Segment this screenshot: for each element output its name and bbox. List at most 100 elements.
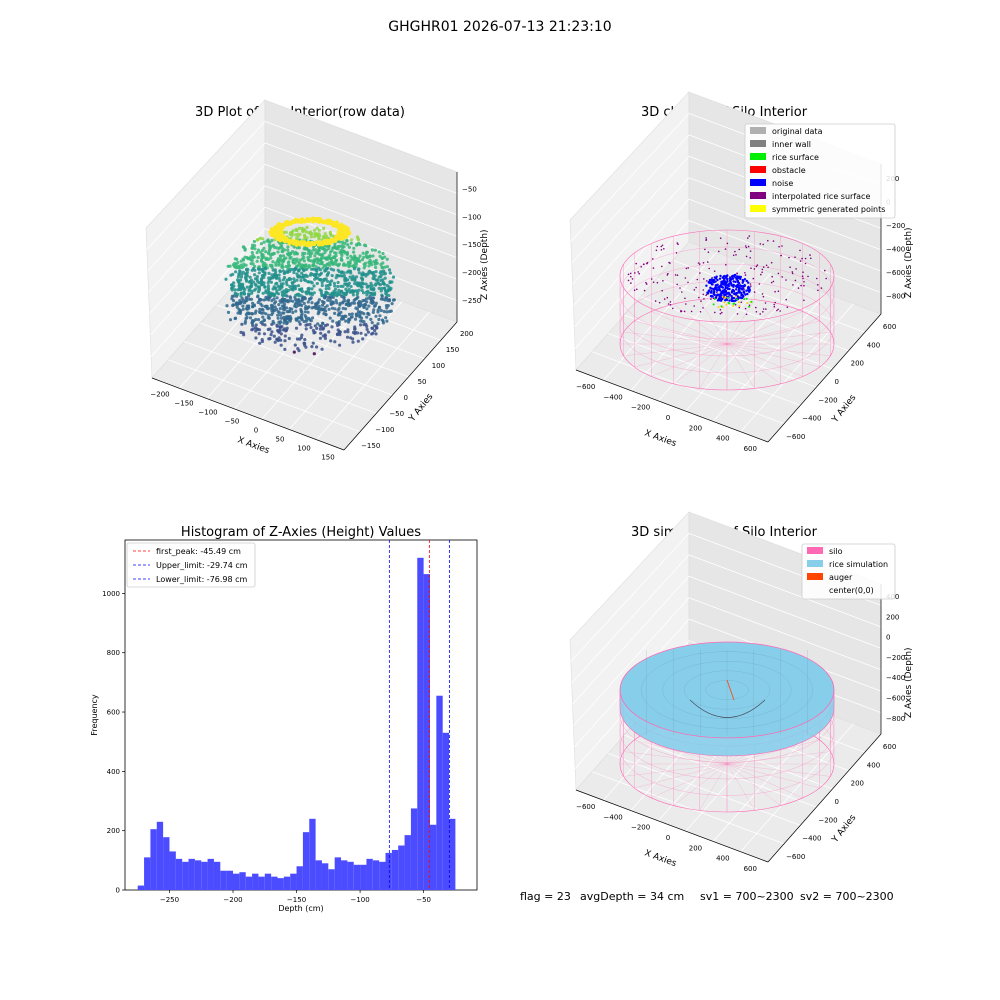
data-point [332,256,336,260]
interpolated-point [656,281,659,284]
grid-line [261,290,376,420]
data-point [373,283,378,287]
data-point [385,319,389,323]
data-point [333,224,337,228]
data-point [291,267,295,272]
data-point [371,254,375,258]
data-point [249,297,254,301]
scatter-points-raw [224,216,396,356]
data-point [303,314,307,318]
grid-line [571,134,690,264]
interpolated-point [740,301,743,304]
grid-line [200,322,393,396]
surface-point [743,298,746,301]
data-point [295,236,299,240]
data-point [325,279,330,283]
interpolated-point [698,296,700,299]
interpolated-point [660,245,662,248]
data-point [345,335,350,339]
data-point [236,260,240,265]
data-point [349,258,353,262]
data-point [276,316,280,320]
interpolated-point [803,299,805,302]
data-point [313,324,317,328]
data-point [295,317,299,321]
data-point [279,332,283,336]
silo-wireframe-simulation [619,649,835,813]
data-point [287,317,291,321]
data-point [329,267,333,271]
data-point [317,304,321,308]
noise-point [739,287,742,290]
interpolated-point [662,280,664,282]
data-point [253,277,258,281]
interpolated-point [761,293,764,295]
silo-floor-spoke [726,331,831,345]
data-point [372,324,377,328]
data-point [281,258,285,262]
data-point [301,298,305,302]
data-point [372,274,376,278]
data-point [258,341,262,345]
data-point [317,237,321,241]
data-point [264,289,268,293]
data-point [360,311,364,315]
interpolated-point [683,310,686,313]
noise-point [712,287,716,291]
silo-floor-spoke [673,343,728,384]
data-point [286,248,290,252]
interpolated-point [820,287,823,289]
histogram-bar [258,876,265,890]
panel-classify: 3D classify of Silo Interior −600−400−20… [569,91,914,453]
interpolated-point [724,248,727,250]
data-point [336,280,340,285]
interpolated-point [726,242,729,245]
data-point [232,294,236,298]
legend-swatch [807,547,823,554]
data-point [240,296,244,300]
data-point [244,275,248,279]
grid-line [608,333,801,406]
silo-floor-spoke [634,320,728,345]
interpolated-point [753,291,756,293]
data-point [282,318,287,322]
x-tick-label: 600 [744,445,757,453]
data-point [299,243,303,247]
noise-point [739,275,742,279]
data-point [257,328,261,332]
legend-swatch [750,205,766,212]
silo-floor-spoke [623,331,728,345]
z-tick-label: −200 [886,222,905,230]
data-point [352,298,356,302]
interpolated-point [797,287,800,289]
data-point [387,293,391,298]
interpolated-point [744,307,747,310]
data-point [352,246,356,250]
figure-suptitle: GHGHR01 2026-07-13 21:23:10 [388,19,611,35]
data-point [308,252,312,256]
noise-point [716,278,719,282]
data-point [334,291,339,295]
data-point [291,299,295,303]
noise-point [731,288,735,292]
data-point [309,272,313,276]
data-point [353,255,357,259]
noise-point [722,283,726,286]
data-point [366,330,370,334]
data-point [331,295,335,299]
data-point [314,265,318,269]
data-point [284,288,288,292]
data-point [296,232,300,236]
data-point [236,292,240,296]
interpolated-point [750,267,752,270]
data-point [239,291,244,295]
interpolated-point [684,277,687,279]
data-point [279,343,283,347]
surface-point [723,301,726,304]
data-point [350,312,354,316]
data-point [272,334,276,338]
surface-point [727,296,729,299]
x-tick-label: −400 [604,393,623,401]
data-point [238,310,242,314]
silo-floor-spoke [726,751,831,765]
